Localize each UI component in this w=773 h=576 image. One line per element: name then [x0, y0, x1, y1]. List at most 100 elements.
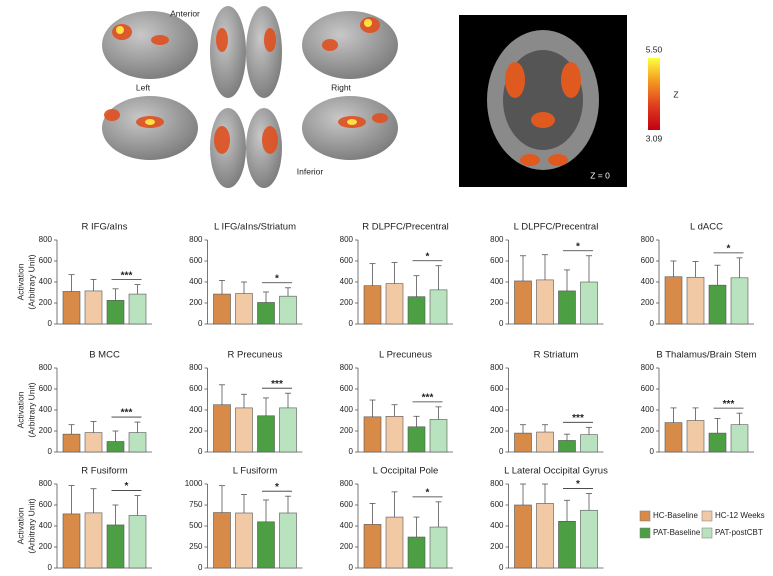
- y-tick-label: 600: [39, 384, 53, 393]
- bar: [213, 293, 231, 325]
- y-tick-label: 800: [641, 235, 655, 244]
- bar: [257, 415, 275, 453]
- y-tick-label: 800: [189, 363, 203, 372]
- colorbar-min: 3.09: [646, 133, 663, 143]
- chart-title: R DLPFC/Precentral: [362, 222, 449, 233]
- bar: [686, 276, 705, 325]
- bar: [128, 293, 147, 325]
- significance-label: ***: [121, 270, 133, 281]
- bar: [429, 289, 448, 325]
- bar: [279, 295, 297, 325]
- chart-title: L DLPFC/Precentral: [514, 222, 599, 233]
- y-tick-label: 600: [39, 500, 53, 509]
- chart-title: R Fusiform: [81, 466, 128, 477]
- y-tick-label: 0: [198, 319, 203, 328]
- label-anterior: Anterior: [170, 8, 200, 18]
- bar: [536, 503, 554, 569]
- bar: [708, 432, 727, 453]
- legend-swatch: [701, 510, 713, 522]
- y-tick-label: 250: [189, 542, 203, 551]
- significance-label: *: [576, 479, 580, 490]
- y-tick-label: 400: [340, 405, 354, 414]
- y-tick-label: 0: [650, 319, 655, 328]
- significance-label: ***: [723, 399, 735, 410]
- y-tick-label: 800: [39, 235, 53, 244]
- y-tick-label: 0: [349, 319, 354, 328]
- y-axis-label-line: Activation: [15, 507, 25, 544]
- y-tick-label: 600: [490, 500, 504, 509]
- bar: [514, 504, 532, 569]
- bar: [106, 524, 125, 569]
- y-tick-label: 800: [39, 479, 53, 488]
- label-right: Right: [331, 82, 351, 92]
- y-tick-label: 400: [189, 405, 203, 414]
- y-tick-label: 0: [349, 563, 354, 572]
- brain-right-lateral: [302, 11, 398, 79]
- y-tick-label: 0: [499, 447, 504, 456]
- y-tick-label: 600: [490, 256, 504, 265]
- significance-label: *: [125, 481, 129, 492]
- y-tick-label: 600: [340, 256, 354, 265]
- y-tick-label: 1000: [185, 479, 203, 488]
- bar: [558, 520, 576, 569]
- y-tick-label: 600: [189, 256, 203, 265]
- bar: [429, 526, 448, 569]
- label-inferior: Inferior: [297, 166, 324, 176]
- bar: [514, 432, 532, 453]
- y-axis-label: Activation (Arbitrary Unit): [15, 382, 36, 437]
- chart-title: R IFG/aIns: [82, 222, 128, 233]
- legend-label: HC-Baseline: [653, 511, 698, 520]
- y-tick-label: 800: [39, 363, 53, 372]
- legend-swatch: [639, 527, 651, 539]
- y-tick-label: 600: [641, 256, 655, 265]
- bar: [536, 431, 554, 453]
- y-axis-label-line: Activation: [15, 391, 25, 428]
- y-axis-label: Activation (Arbitrary Unit): [15, 498, 36, 553]
- bar: [363, 416, 382, 453]
- y-tick-label: 800: [490, 235, 504, 244]
- y-tick-label: 200: [490, 542, 504, 551]
- y-tick-label: 0: [198, 447, 203, 456]
- bar: [84, 432, 103, 453]
- bar: [62, 513, 81, 569]
- y-tick-label: 200: [39, 298, 53, 307]
- significance-label: *: [576, 241, 580, 252]
- bar: [730, 424, 749, 453]
- bar: [385, 415, 404, 453]
- bar: [558, 290, 576, 325]
- bar: [664, 276, 683, 325]
- significance-label: *: [426, 251, 430, 262]
- y-tick-label: 0: [499, 319, 504, 328]
- y-tick-label: 800: [340, 479, 354, 488]
- bar: [235, 407, 253, 453]
- y-tick-label: 800: [490, 479, 504, 488]
- bar: [235, 512, 253, 569]
- y-tick-label: 600: [39, 256, 53, 265]
- significance-label: ***: [121, 408, 133, 419]
- significance-label: *: [727, 243, 731, 254]
- y-tick-label: 800: [641, 363, 655, 372]
- y-tick-label: 0: [499, 563, 504, 572]
- y-tick-label: 200: [189, 298, 203, 307]
- bar: [84, 290, 103, 325]
- brain-left-lateral: [102, 11, 198, 79]
- y-tick-label: 600: [641, 384, 655, 393]
- bar: [407, 426, 426, 453]
- y-tick-label: 0: [650, 447, 655, 456]
- y-tick-label: 200: [340, 298, 354, 307]
- bar: [363, 524, 382, 569]
- bar: [128, 432, 147, 453]
- y-axis-label: Activation (Arbitrary Unit): [15, 254, 36, 309]
- brain-renderings: [102, 6, 398, 188]
- y-tick-label: 200: [340, 426, 354, 435]
- y-tick-label: 400: [39, 521, 53, 530]
- y-axis-label-line: (Arbitrary Unit): [26, 498, 36, 553]
- bar: [257, 521, 275, 569]
- chart-title: B Thalamus/Brain Stem: [656, 350, 756, 361]
- bar: [580, 509, 598, 569]
- significance-label: *: [275, 482, 279, 493]
- bar: [235, 293, 253, 325]
- y-tick-label: 200: [641, 426, 655, 435]
- brain-top-left: [210, 6, 246, 98]
